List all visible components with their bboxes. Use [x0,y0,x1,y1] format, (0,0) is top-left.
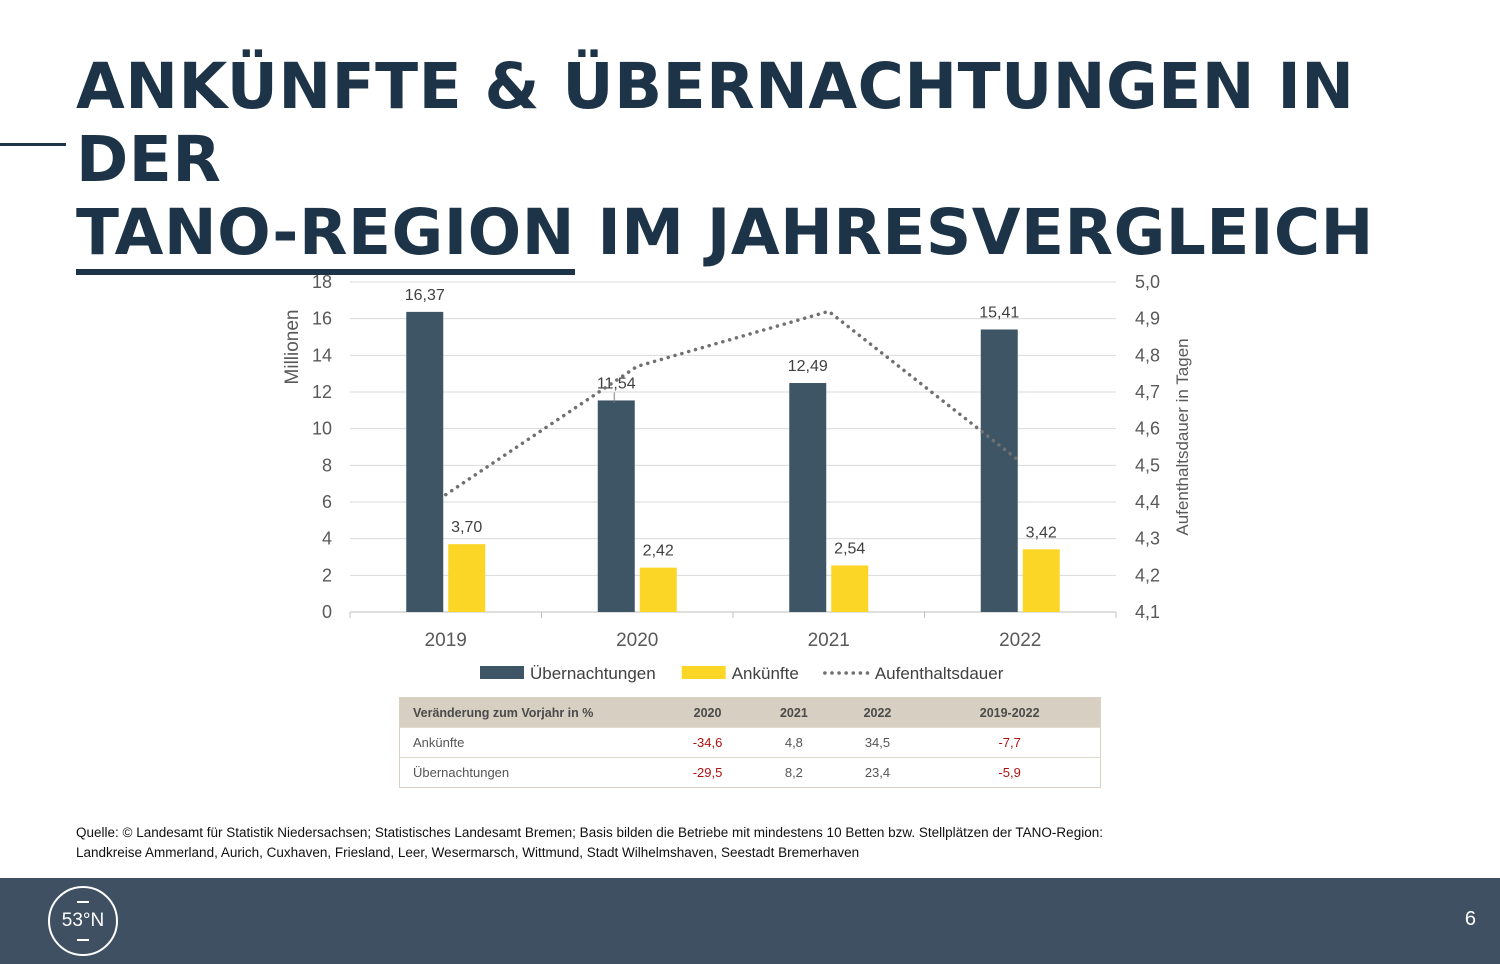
line-aufenthaltsdauer [444,309,1022,497]
y2-tick-label: 4,4 [1135,492,1160,512]
bar-uebernachtungen [789,383,827,612]
y-tick-label: 14 [312,345,332,365]
data-label: 12,49 [788,358,828,375]
page-number: 6 [1464,908,1476,930]
source-line-1: Quelle: © Landesamt für Statistik Nieder… [76,825,1103,840]
y-tick-label: 6 [322,492,332,512]
logo-bar-top [77,901,89,903]
source-note: Quelle: © Landesamt für Statistik Nieder… [76,823,1456,863]
table-cell: 4,8 [752,727,836,758]
bar-ankuenfte [448,544,486,612]
table-cell: 23,4 [835,757,920,788]
y2-axis-title: Aufenthaltsdauer in Tagen [1173,338,1192,535]
table-header-label: Veränderung zum Vorjahr in % [399,697,663,728]
bar-uebernachtungen [406,311,444,612]
y2-tick-label: 4,1 [1135,602,1160,622]
bar-ankuenfte [639,567,677,612]
y-tick-label: 4 [322,529,332,549]
x-tick-label: 2021 [808,630,850,651]
title-line-1: ANKÜNFTE & ÜBERNACHTUNGEN IN DER [76,50,1355,196]
legend-label: Übernachtungen [530,664,656,683]
bar-uebernachtungen [597,400,635,612]
footer-bar: 53°N 6 [0,878,1500,964]
table-cell: Übernachtungen [399,757,663,788]
legend-label: Aufenthaltsdauer [875,664,1004,683]
y-tick-label: 10 [312,419,332,439]
table-cell: 8,2 [752,757,836,788]
title-line-2-rest: IM JAHRESVERGLEICH [574,196,1374,269]
data-label: 3,42 [1026,524,1057,541]
logo-text: 53°N [61,910,105,931]
table-header-2020: 2020 [663,697,753,728]
y-tick-label: 2 [322,565,332,585]
data-label: 11,54 [597,375,636,392]
y2-tick-label: 4,2 [1135,565,1160,585]
y2-tick-label: 4,5 [1135,455,1160,475]
table-row: Ankünfte -34,6 4,8 34,5 -7,7 [399,727,1101,758]
y-tick-label: 18 [312,272,332,292]
legend-label: Ankünfte [732,664,799,683]
source-line-2: Landkreise Ammerland, Aurich, Cuxhaven, … [76,845,860,860]
y-tick-label: 0 [322,602,332,622]
y2-tick-label: 4,7 [1135,382,1160,402]
y-tick-label: 8 [322,455,332,475]
table-cell: -5,9 [919,757,1101,788]
table-cell: -29,5 [663,757,753,788]
page-title: ANKÜNFTE & ÜBERNACHTUNGEN IN DER TANO-REG… [76,50,1500,275]
bar-uebernachtungen [980,329,1018,612]
y-tick-label: 12 [312,382,332,402]
title-underlined-region: TANO-REGION [76,196,575,275]
y2-tick-label: 4,9 [1135,309,1160,329]
x-tick-label: 2019 [425,630,467,651]
table-cell: -7,7 [919,727,1101,758]
change-table: Veränderung zum Vorjahr in % 2020 2021 2… [399,697,1101,788]
legend-swatch [681,666,726,679]
y2-tick-label: 4,6 [1135,419,1160,439]
table-cell: 34,5 [835,727,920,758]
table-cell: Ankünfte [399,727,663,758]
combo-chart: 0 2 4 6 8 10 12 14 16 18 4,1 4,2 4,3 4,4 4,5 4,6 4,7 4,8 4… [282,272,1192,683]
bar-ankuenfte [1022,549,1060,612]
y2-tick-label: 4,3 [1135,529,1160,549]
table-row: Übernachtungen -29,5 8,2 23,4 -5,9 [399,757,1101,788]
legend-swatch [480,666,524,679]
table-header-2021: 2021 [752,697,836,728]
table-header-2019-2022: 2019-2022 [919,697,1101,728]
x-tick-label: 2020 [616,630,658,651]
y-axis-title: Millionen [282,310,303,385]
data-label: 15,41 [979,304,1019,321]
table-header-row: Veränderung zum Vorjahr in % 2020 2021 2… [399,697,1101,728]
y2-tick-label: 5,0 [1135,272,1160,292]
data-label: 3,70 [451,519,482,536]
table-cell: -34,6 [663,727,753,758]
logo-53n: 53°N [48,886,118,956]
bar-ankuenfte [831,565,869,612]
title-accent-rule [0,143,66,146]
data-label: 16,37 [405,287,445,304]
y2-tick-label: 4,8 [1135,345,1160,365]
table-header-2022: 2022 [835,697,920,728]
logo-bar-bottom [77,939,89,941]
data-label: 2,42 [643,543,674,560]
y-tick-label: 16 [312,309,332,329]
data-label: 2,54 [834,540,865,557]
x-tick-label: 2022 [999,630,1041,651]
